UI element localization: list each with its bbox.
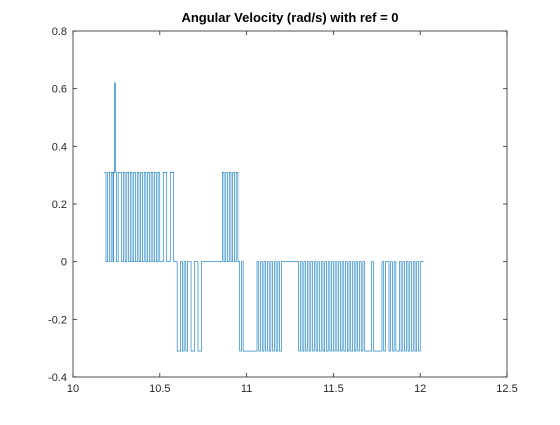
y-tick-label: 0.2 xyxy=(52,199,67,211)
y-tick-label: -0.2 xyxy=(48,314,67,326)
series-layer xyxy=(104,82,424,352)
y-tick-label: 0.8 xyxy=(52,26,67,38)
x-tick-label: 10.5 xyxy=(149,383,170,395)
axes-layer: 10 10.5 11 11.5 12 12.5 -0.4 -0.2 0 0.2 0.4 0.6 0.8 xyxy=(48,26,518,395)
y-tick-label: 0.6 xyxy=(52,84,67,96)
x-tick-label: 12 xyxy=(414,383,426,395)
x-tick-label: 12.5 xyxy=(496,383,517,395)
plot-background xyxy=(73,31,507,377)
x-tick-label: 10 xyxy=(67,383,79,395)
series-line-0 xyxy=(104,82,424,352)
x-tick-label: 11.5 xyxy=(323,383,344,395)
y-tick-label: -0.4 xyxy=(48,372,67,384)
x-tick-label: 11 xyxy=(241,383,252,395)
chart-title: Angular Velocity (rad/s) with ref = 0 xyxy=(181,10,398,25)
y-tick-label: 0.4 xyxy=(52,141,67,153)
y-tick-label: 0 xyxy=(61,257,67,269)
